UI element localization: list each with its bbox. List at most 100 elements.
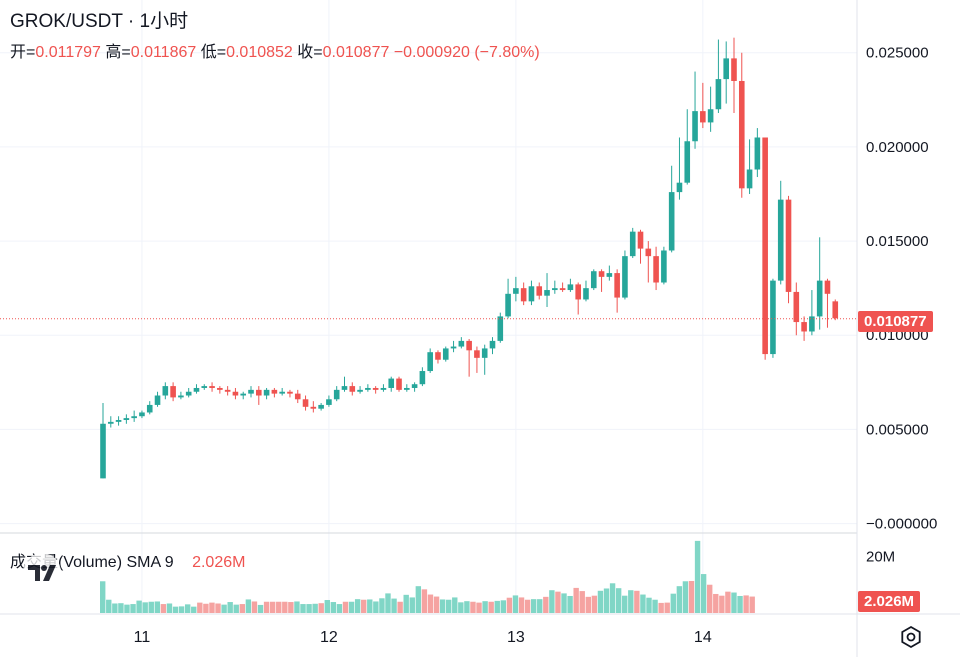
volume-bar: [670, 593, 676, 613]
candle-body: [396, 378, 402, 390]
volume-bar: [342, 601, 349, 613]
candle-body: [287, 391, 293, 394]
volume-bar: [682, 581, 689, 613]
volume-bar: [707, 584, 713, 613]
high-value: 0.011867: [130, 44, 197, 61]
volume-bar: [184, 604, 191, 613]
close-value: 0.010877: [322, 44, 390, 61]
candle-body: [224, 389, 231, 392]
candle-body: [575, 284, 581, 300]
candle-body: [357, 389, 363, 392]
volume-bar: [725, 591, 731, 613]
volume-bar: [197, 602, 203, 613]
settings-gear-icon[interactable]: [898, 624, 924, 650]
volume-bar: [172, 606, 179, 613]
candle-body: [497, 316, 504, 341]
volume-bar: [743, 595, 749, 613]
tradingview-logo-icon[interactable]: [20, 552, 64, 592]
volume-bar: [154, 601, 161, 613]
candle-body: [770, 280, 776, 355]
volume-bar: [403, 594, 409, 613]
candle-body: [263, 389, 270, 396]
volume-bar: [506, 597, 513, 613]
time-axis[interactable]: 11 12 13 14: [134, 629, 712, 646]
candle-body: [738, 80, 745, 189]
candle-body: [715, 79, 722, 110]
volume-bar: [288, 602, 294, 613]
time-tick-label: 12: [320, 629, 338, 646]
volume-bars: [100, 540, 755, 613]
volume-bar: [276, 601, 282, 613]
volume-bar: [373, 601, 379, 613]
grid-lines: [0, 0, 857, 614]
volume-bar: [330, 602, 337, 613]
volume-bar: [148, 601, 154, 613]
volume-bar: [482, 601, 488, 613]
candle-body: [146, 404, 153, 413]
candle-body: [411, 384, 418, 388]
candle-body: [746, 169, 753, 189]
volume-bar: [543, 596, 549, 613]
candle-body: [661, 250, 667, 283]
candle-body: [552, 288, 558, 291]
volume-bar: [263, 601, 270, 613]
candle-body: [793, 291, 800, 323]
volume-bar: [737, 595, 743, 613]
volume-bar: [282, 601, 288, 613]
volume-bar: [385, 593, 391, 613]
volume-bar: [518, 597, 525, 613]
volume-bar: [609, 583, 616, 613]
time-tick-label: 14: [694, 629, 712, 646]
volume-bar: [640, 594, 646, 613]
volume-bar: [251, 601, 258, 613]
volume-bar: [209, 602, 215, 613]
volume-bar: [166, 603, 173, 613]
volume-bar: [555, 591, 561, 613]
price-tick-label: −0.000000: [866, 516, 937, 533]
volume-bar: [700, 574, 707, 613]
volume-bar: [233, 604, 239, 613]
candle-body: [100, 423, 106, 479]
volume-bar: [634, 590, 640, 613]
candle-body: [668, 192, 675, 251]
candle-body: [614, 273, 620, 298]
volume-bar: [464, 601, 470, 613]
candle-body: [536, 286, 543, 296]
low-value: 0.010852: [226, 44, 293, 61]
candle-body: [279, 391, 285, 394]
volume-bar: [215, 603, 221, 613]
symbol-header[interactable]: GROK/USDT · 1小时: [10, 6, 188, 33]
candle-body: [590, 271, 597, 289]
candle-body: [505, 293, 511, 317]
candle-body: [606, 273, 613, 277]
volume-bar: [549, 590, 555, 613]
volume-bar: [652, 599, 658, 613]
candle-body: [458, 340, 465, 347]
volume-bar: [664, 602, 670, 613]
volume-bar: [136, 600, 142, 613]
price-axis[interactable]: 0.0250000.0200000.0150000.0100000.005000…: [866, 45, 937, 533]
volume-bar: [694, 540, 701, 613]
volume-bar: [415, 586, 422, 613]
volume-bar: [354, 599, 361, 613]
header-separator: ·: [127, 11, 135, 32]
candle-body: [442, 348, 449, 360]
volume-bar: [719, 595, 725, 613]
open-label: 开=: [10, 44, 36, 61]
volume-bar: [731, 592, 737, 613]
volume-bar: [257, 604, 264, 613]
candle-body: [388, 378, 395, 388]
candle-body: [520, 288, 527, 302]
candle-body: [489, 340, 496, 349]
candle-body: [209, 386, 215, 388]
candle-body: [559, 288, 566, 291]
volume-bar: [391, 598, 397, 613]
candle-body: [762, 137, 768, 355]
volume-bar: [397, 601, 403, 613]
volume-bar: [160, 604, 167, 613]
candle-body: [302, 399, 309, 407]
sma-label: SMA 9: [126, 554, 174, 571]
volume-bar: [445, 599, 452, 613]
candle-body: [341, 386, 348, 390]
